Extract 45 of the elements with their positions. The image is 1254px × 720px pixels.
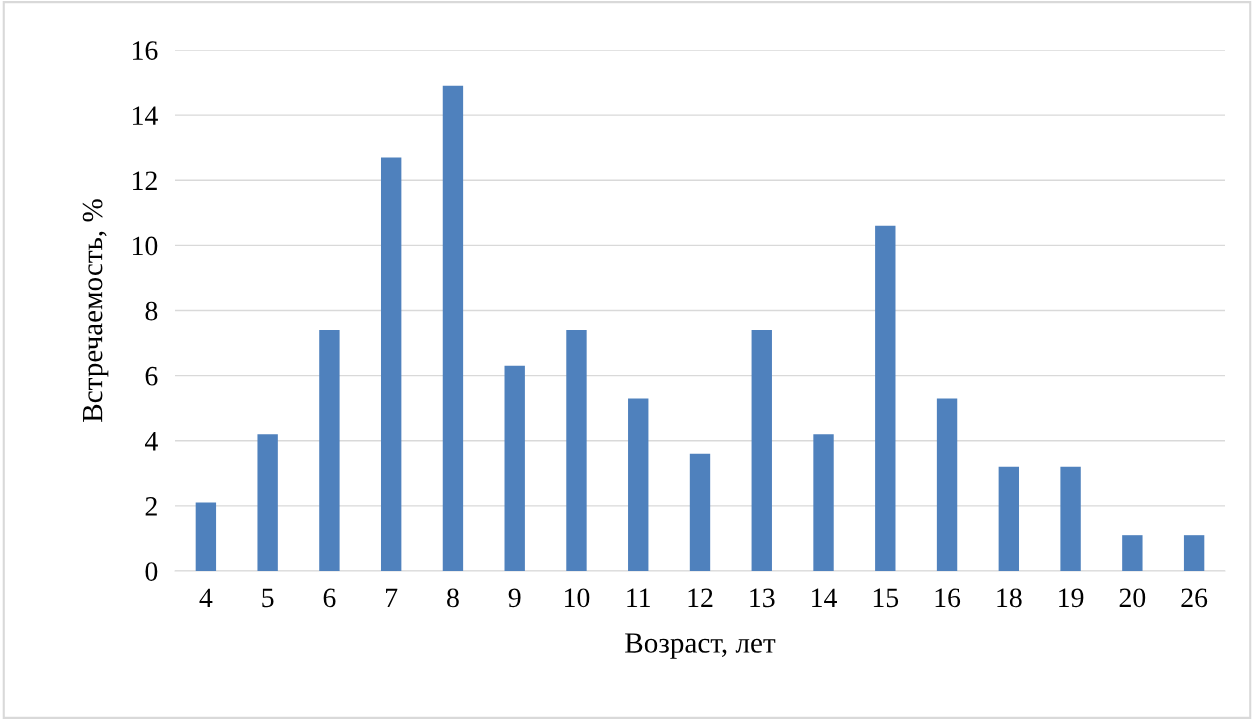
x-tick-label: 14 xyxy=(812,588,837,607)
y-tick-label: 6 xyxy=(145,366,158,386)
x-tick-label: 20 xyxy=(1119,588,1146,608)
x-tick-label: 7 xyxy=(386,588,398,607)
x-tick-label: 11 xyxy=(627,588,650,607)
y-tick-label: 16 xyxy=(133,41,158,60)
bar xyxy=(1122,535,1143,571)
bar xyxy=(875,225,896,571)
x-tick-label: 5 xyxy=(262,588,274,608)
x-tick-label: 6 xyxy=(323,588,336,608)
x-tick-label: 10 xyxy=(565,588,590,608)
bar xyxy=(1183,535,1205,571)
bar xyxy=(195,502,217,571)
y-axis-title: Встречаемость, % xyxy=(82,199,109,422)
x-tick-label: 4 xyxy=(199,588,213,607)
y-tick-label: 4 xyxy=(144,432,158,451)
x-tick-label: 9 xyxy=(508,588,521,608)
x-tick-label: 12 xyxy=(688,588,713,607)
bar xyxy=(380,157,402,571)
bar xyxy=(813,434,834,571)
bar xyxy=(936,398,958,571)
bar xyxy=(998,466,1020,571)
bar xyxy=(442,85,464,571)
y-tick-label: 2 xyxy=(145,497,157,516)
y-tick-label: 14 xyxy=(133,106,158,125)
x-tick-label: 13 xyxy=(750,588,775,608)
y-tick-label: 0 xyxy=(145,562,158,581)
bar xyxy=(319,330,340,571)
bar xyxy=(689,453,711,571)
bar xyxy=(566,330,587,571)
x-tick-label: 8 xyxy=(447,588,459,608)
x-tick-label: 15 xyxy=(873,588,899,608)
bar xyxy=(1060,466,1081,571)
bar xyxy=(257,434,278,571)
x-tick-label: 26 xyxy=(1181,588,1208,608)
bar xyxy=(751,330,772,571)
y-tick-label: 12 xyxy=(133,171,157,190)
y-tick-label: 10 xyxy=(133,236,158,256)
y-tick-label: 8 xyxy=(145,301,158,321)
x-tick-label: 19 xyxy=(1059,588,1084,608)
x-axis-title: Возраст, лет xyxy=(625,633,776,659)
bar xyxy=(504,365,525,571)
bar xyxy=(628,398,649,571)
x-tick-label: 16 xyxy=(935,588,961,608)
x-tick-label: 18 xyxy=(997,588,1022,608)
